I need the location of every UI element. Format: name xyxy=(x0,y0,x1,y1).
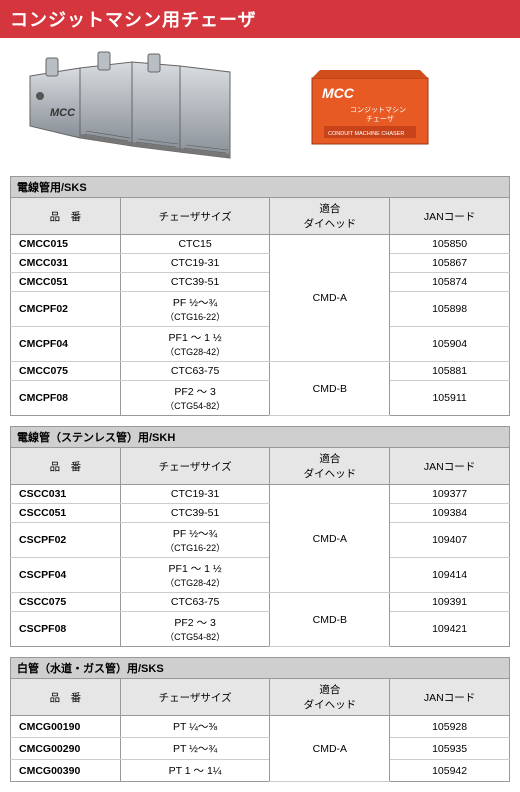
cell-code: CSCC051 xyxy=(11,504,121,523)
cell-jan: 105850 xyxy=(390,235,510,254)
cell-code: CSCC075 xyxy=(11,593,121,612)
table-row: CSCC075CTC63-75CMD-B109391 xyxy=(11,593,510,612)
table-row: CSCC031CTC19-31CMD-A109377 xyxy=(11,485,510,504)
cell-code: CMCPF04 xyxy=(11,327,121,362)
chaser-tool-image: MCC xyxy=(20,48,250,168)
column-header-jan: JANコード xyxy=(390,198,510,235)
table-row: CMCG00190PT ¼～⅜CMD-A105928 xyxy=(11,716,510,738)
cell-jan: 105942 xyxy=(390,760,510,782)
section-title: 電線管用/SKS xyxy=(10,176,510,197)
cell-size: CTC63-75 xyxy=(120,362,270,381)
column-header-code: 品 番 xyxy=(11,448,121,485)
cell-jan: 105904 xyxy=(390,327,510,362)
spec-table: 品 番チェーザサイズ適合ダイヘッドJANコードCSCC031CTC19-31CM… xyxy=(10,447,510,647)
column-header-size: チェーザサイズ xyxy=(120,198,270,235)
cell-code: CSCPF02 xyxy=(11,523,121,558)
cell-jan: 105881 xyxy=(390,362,510,381)
spec-section: 白管（水道・ガス管）用/SKS品 番チェーザサイズ適合ダイヘッドJANコードCM… xyxy=(10,657,510,782)
cell-size: CTC15 xyxy=(120,235,270,254)
cell-size: CTC63-75 xyxy=(120,593,270,612)
table-row: CSCPF08PF2 ～ 3（CTG54-82） 109421 xyxy=(11,612,510,647)
column-header-die: 適合ダイヘッド xyxy=(270,679,390,716)
cell-jan: 105898 xyxy=(390,292,510,327)
column-header-size: チェーザサイズ xyxy=(120,448,270,485)
svg-text:MCC: MCC xyxy=(322,85,355,101)
cell-diehead: CMD-A xyxy=(270,485,390,593)
table-row: CMCG00390PT 1 ～ 1¼ 105942 xyxy=(11,760,510,782)
table-row: CMCC015CTC15CMD-A105850 xyxy=(11,235,510,254)
table-row: CMCPF04PF1 ～ 1 ½（CTG28-42） 105904 xyxy=(11,327,510,362)
svg-text:コンジットマシン: コンジットマシン xyxy=(350,106,406,114)
cell-size: PF2 ～ 3（CTG54-82） xyxy=(120,381,270,416)
cell-diehead: CMD-A xyxy=(270,716,390,782)
cell-size: PF ½～¾（CTG16-22） xyxy=(120,292,270,327)
column-header-size: チェーザサイズ xyxy=(120,679,270,716)
product-box-image: MCC コンジットマシン チェーザ CONDUIT MACHINE CHASER xyxy=(310,68,430,148)
cell-code: CMCG00290 xyxy=(11,738,121,760)
spec-table: 品 番チェーザサイズ適合ダイヘッドJANコードCMCC015CTC15CMD-A… xyxy=(10,197,510,416)
cell-size: PF1 ～ 1 ½（CTG28-42） xyxy=(120,327,270,362)
cell-code: CSCPF08 xyxy=(11,612,121,647)
product-images-row: MCC xyxy=(0,38,520,176)
table-row: CMCPF08PF2 ～ 3（CTG54-82） 105911 xyxy=(11,381,510,416)
cell-size: PF2 ～ 3（CTG54-82） xyxy=(120,612,270,647)
cell-code: CSCPF04 xyxy=(11,558,121,593)
cell-jan: 105874 xyxy=(390,273,510,292)
cell-diehead: CMD-B xyxy=(270,362,390,416)
cell-code: CMCC031 xyxy=(11,254,121,273)
cell-diehead: CMD-A xyxy=(270,235,390,362)
svg-text:チェーザ: チェーザ xyxy=(366,115,394,123)
table-row: CMCC031CTC19-31 105867 xyxy=(11,254,510,273)
cell-jan: 109407 xyxy=(390,523,510,558)
cell-size: CTC39-51 xyxy=(120,273,270,292)
cell-code: CMCG00390 xyxy=(11,760,121,782)
table-row: CSCC051CTC39-51 109384 xyxy=(11,504,510,523)
spec-section: 電線管（ステンレス管）用/SKH品 番チェーザサイズ適合ダイヘッドJANコードC… xyxy=(10,426,510,647)
column-header-jan: JANコード xyxy=(390,679,510,716)
spec-table: 品 番チェーザサイズ適合ダイヘッドJANコードCMCG00190PT ¼～⅜CM… xyxy=(10,678,510,782)
cell-code: CSCC031 xyxy=(11,485,121,504)
section-title: 電線管（ステンレス管）用/SKH xyxy=(10,426,510,447)
cell-jan: 109377 xyxy=(390,485,510,504)
cell-jan: 105935 xyxy=(390,738,510,760)
column-header-jan: JANコード xyxy=(390,448,510,485)
cell-jan: 109391 xyxy=(390,593,510,612)
cell-size: CTC19-31 xyxy=(120,485,270,504)
cell-code: CMCPF08 xyxy=(11,381,121,416)
cell-code: CMCPF02 xyxy=(11,292,121,327)
cell-size: CTC39-51 xyxy=(120,504,270,523)
cell-size: PF ½～¾（CTG16-22） xyxy=(120,523,270,558)
cell-code: CMCC015 xyxy=(11,235,121,254)
cell-jan: 109384 xyxy=(390,504,510,523)
cell-jan: 105911 xyxy=(390,381,510,416)
page-title: コンジットマシン用チェーザ xyxy=(0,0,520,38)
cell-code: CMCC075 xyxy=(11,362,121,381)
brand-label: MCC xyxy=(50,107,76,119)
column-header-die: 適合ダイヘッド xyxy=(270,198,390,235)
cell-size: PF1 ～ 1 ½（CTG28-42） xyxy=(120,558,270,593)
table-row: CSCPF04PF1 ～ 1 ½（CTG28-42） 109414 xyxy=(11,558,510,593)
cell-jan: 105867 xyxy=(390,254,510,273)
table-row: CMCC075CTC63-75CMD-B105881 xyxy=(11,362,510,381)
cell-jan: 109421 xyxy=(390,612,510,647)
cell-size: PT 1 ～ 1¼ xyxy=(120,760,270,782)
cell-size: PT ¼～⅜ xyxy=(120,716,270,738)
svg-text:CONDUIT MACHINE CHASER: CONDUIT MACHINE CHASER xyxy=(328,131,404,137)
spec-section: 電線管用/SKS品 番チェーザサイズ適合ダイヘッドJANコードCMCC015CT… xyxy=(10,176,510,416)
cell-jan: 109414 xyxy=(390,558,510,593)
cell-jan: 105928 xyxy=(390,716,510,738)
table-row: CMCC051CTC39-51 105874 xyxy=(11,273,510,292)
table-row: CMCG00290PT ½～¾ 105935 xyxy=(11,738,510,760)
table-row: CSCPF02PF ½～¾（CTG16-22） 109407 xyxy=(11,523,510,558)
table-row: CMCPF02PF ½～¾（CTG16-22） 105898 xyxy=(11,292,510,327)
cell-code: CMCC051 xyxy=(11,273,121,292)
column-header-code: 品 番 xyxy=(11,679,121,716)
cell-diehead: CMD-B xyxy=(270,593,390,647)
section-title: 白管（水道・ガス管）用/SKS xyxy=(10,657,510,678)
cell-size: CTC19-31 xyxy=(120,254,270,273)
cell-size: PT ½～¾ xyxy=(120,738,270,760)
column-header-die: 適合ダイヘッド xyxy=(270,448,390,485)
column-header-code: 品 番 xyxy=(11,198,121,235)
cell-code: CMCG00190 xyxy=(11,716,121,738)
